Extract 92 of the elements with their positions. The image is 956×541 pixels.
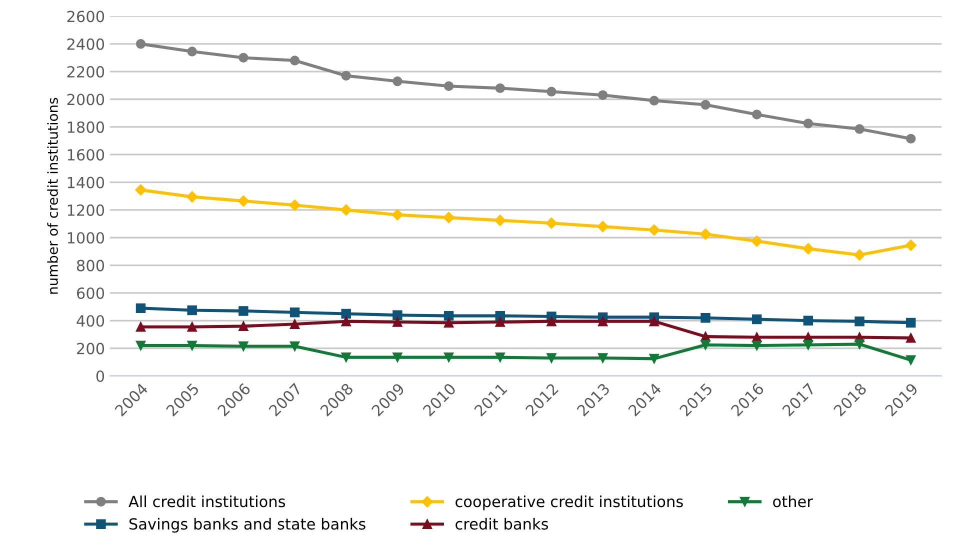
point bbox=[495, 352, 505, 362]
point bbox=[906, 355, 916, 365]
point bbox=[444, 352, 454, 362]
y-tick-label: 2200 bbox=[67, 66, 104, 78]
y-tick-label: 800 bbox=[76, 260, 104, 272]
y-tick-label: 1000 bbox=[68, 232, 104, 244]
point bbox=[546, 353, 556, 363]
point bbox=[598, 90, 608, 100]
point bbox=[136, 303, 146, 314]
point bbox=[803, 118, 814, 128]
point bbox=[444, 318, 454, 328]
point bbox=[238, 52, 248, 63]
y-tick-label: 1400 bbox=[68, 176, 104, 188]
point bbox=[854, 249, 866, 261]
point bbox=[700, 228, 712, 240]
y-tick-label: 1800 bbox=[68, 121, 104, 133]
point bbox=[136, 39, 146, 49]
point bbox=[546, 316, 556, 326]
point bbox=[290, 341, 300, 352]
point bbox=[187, 46, 197, 56]
legend-label: cooperative credit institutions bbox=[456, 495, 683, 510]
point bbox=[135, 184, 146, 196]
point bbox=[700, 313, 710, 323]
point bbox=[290, 319, 300, 329]
point bbox=[906, 134, 916, 144]
y-tick-label: 2600 bbox=[67, 10, 104, 22]
point bbox=[495, 317, 505, 327]
point bbox=[289, 200, 300, 211]
point bbox=[341, 316, 351, 326]
point bbox=[136, 340, 146, 350]
legend-label: credit banks bbox=[456, 518, 548, 530]
point bbox=[649, 96, 660, 106]
point bbox=[187, 305, 197, 316]
point bbox=[392, 310, 402, 320]
y-tick-label: 0 bbox=[96, 370, 104, 382]
point bbox=[906, 333, 916, 343]
point bbox=[700, 340, 710, 350]
point bbox=[341, 70, 351, 81]
point bbox=[341, 308, 351, 319]
point bbox=[803, 340, 814, 350]
point bbox=[649, 354, 660, 364]
point bbox=[546, 86, 556, 97]
legend-label: All credit institutions bbox=[128, 495, 286, 508]
point bbox=[341, 352, 351, 362]
legend-label: other bbox=[773, 495, 813, 508]
point bbox=[186, 191, 198, 202]
point bbox=[802, 243, 814, 254]
point bbox=[905, 240, 916, 251]
point bbox=[597, 220, 608, 232]
point bbox=[238, 321, 248, 332]
point bbox=[752, 340, 762, 350]
point bbox=[136, 322, 146, 332]
point bbox=[187, 340, 197, 350]
point bbox=[752, 110, 762, 120]
point bbox=[495, 83, 505, 94]
y-tick-label: 1600 bbox=[68, 149, 104, 161]
y-tick-label: 400 bbox=[76, 315, 104, 327]
y-tick-label: 1200 bbox=[68, 204, 104, 216]
point bbox=[444, 310, 454, 321]
point bbox=[598, 316, 608, 326]
point bbox=[238, 195, 250, 207]
y-axis-title: number of credit institutions bbox=[47, 98, 58, 294]
point bbox=[546, 217, 558, 229]
point bbox=[187, 322, 197, 332]
point bbox=[392, 209, 404, 220]
point bbox=[392, 76, 402, 86]
point bbox=[290, 307, 300, 318]
point bbox=[751, 235, 762, 247]
point bbox=[290, 56, 300, 66]
point bbox=[494, 214, 506, 226]
point bbox=[803, 316, 814, 326]
point bbox=[854, 339, 864, 350]
point bbox=[340, 204, 352, 216]
point bbox=[238, 341, 248, 352]
point bbox=[854, 124, 864, 134]
point bbox=[906, 318, 916, 328]
point bbox=[598, 353, 608, 363]
point bbox=[444, 81, 454, 91]
point bbox=[443, 212, 454, 224]
point bbox=[700, 100, 710, 110]
y-tick-label: 200 bbox=[77, 342, 104, 354]
point bbox=[392, 352, 402, 362]
point bbox=[238, 306, 248, 316]
y-tick-label: 600 bbox=[76, 287, 104, 299]
point bbox=[649, 316, 660, 326]
point bbox=[854, 316, 864, 326]
y-tick-label: 2400 bbox=[67, 38, 104, 50]
point bbox=[392, 317, 402, 327]
legend-label: Savings banks and state banks bbox=[129, 518, 366, 533]
point bbox=[752, 314, 762, 324]
point bbox=[648, 224, 660, 236]
y-tick-label: 2000 bbox=[67, 94, 104, 106]
